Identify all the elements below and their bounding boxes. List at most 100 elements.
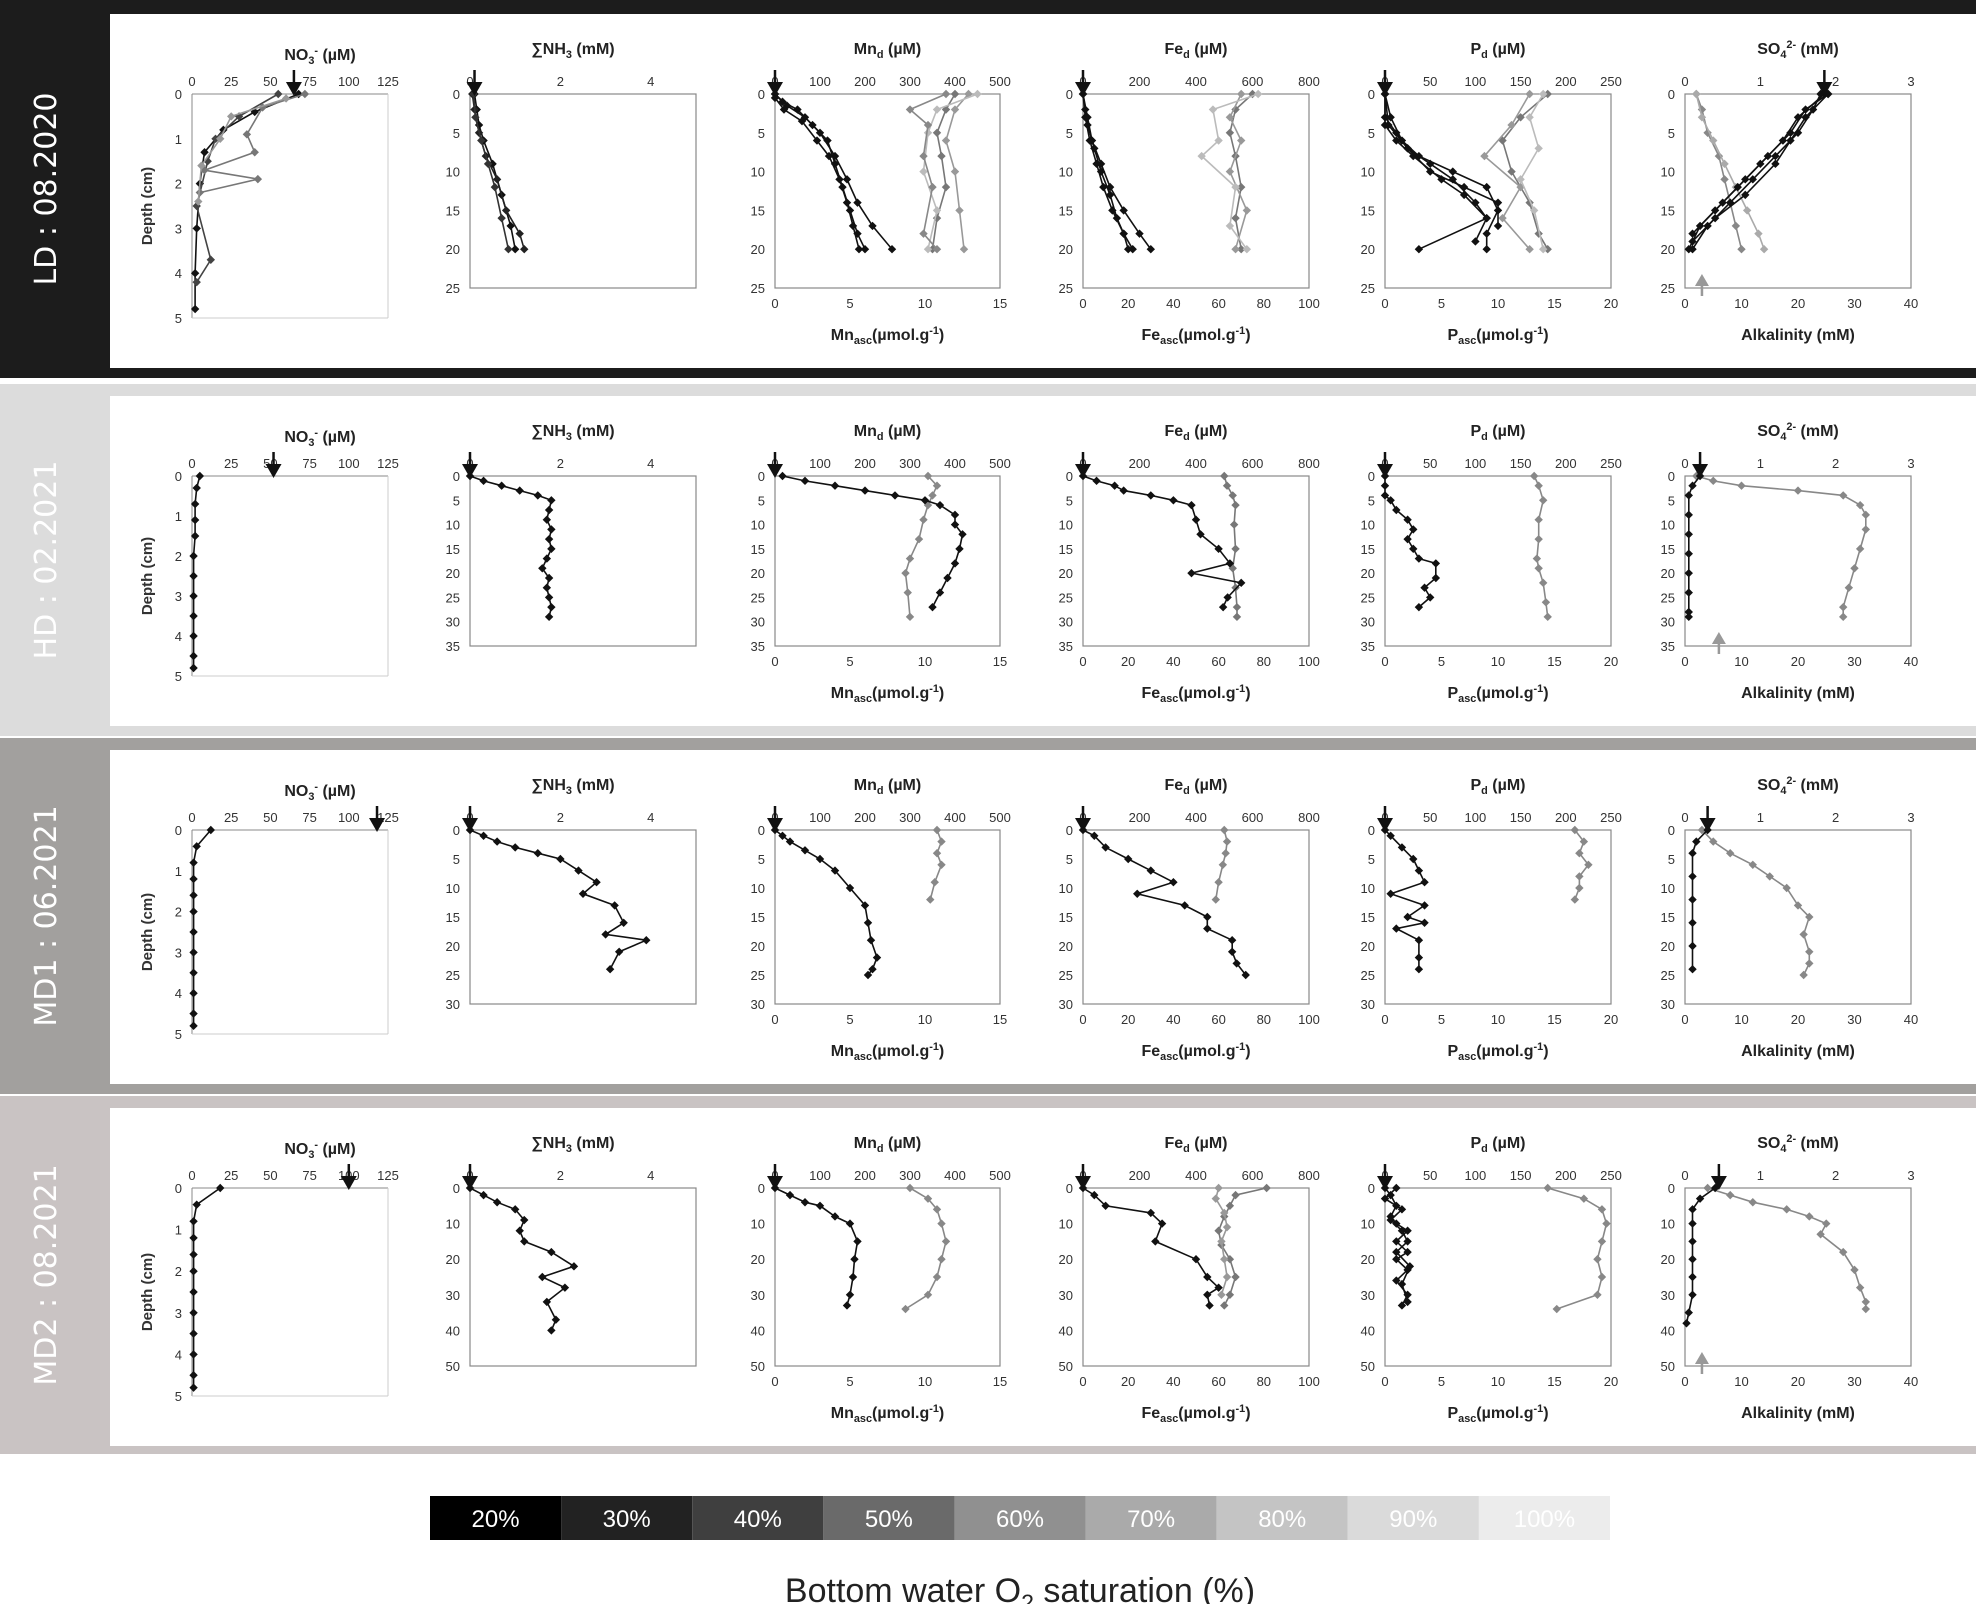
p-xtick-top: 200 <box>1555 810 1577 825</box>
fe-xtick-top: 800 <box>1298 456 1320 471</box>
no3-series-point <box>189 1329 198 1338</box>
fe-series-gray-point <box>1242 245 1252 254</box>
ytick-label: 3 <box>175 1306 182 1321</box>
no3-series-point <box>189 1308 198 1317</box>
bottom-water-arrow <box>1075 818 1091 832</box>
chart-no3: NO3​-​ (µM) 0 25 50 75 100 125 0 1 2 3 4 5 Depth (cm) <box>139 45 399 326</box>
chart-fe: Fed​ (µM)0510152025020040060080002040608… <box>1059 41 1320 347</box>
ytick-label: 0 <box>175 87 182 102</box>
rows.2.nh3-ytick-label: 10 <box>446 881 460 896</box>
chart-so4: SO4​2-​ (mM)010203040500123010203040Alka… <box>1661 1133 1919 1422</box>
fe-xtick-bottom: 60 <box>1211 1374 1225 1389</box>
so4-xtick-bottom: 20 <box>1791 1374 1805 1389</box>
chart-bottom-title: Pasc​(µmol.g-1​) <box>1447 1403 1548 1425</box>
so4-series-gray-point <box>1709 476 1718 486</box>
rows.1.fe-ytick-label: 15 <box>1059 542 1073 557</box>
mn-xtick-bottom: 10 <box>918 1374 932 1389</box>
mn-xtick-top: 500 <box>989 810 1011 825</box>
so4-series-gray-point <box>1765 872 1774 881</box>
nh3-series-point <box>544 505 554 515</box>
no3-series-point <box>189 891 198 900</box>
chart-fe: Fed​ (µM)0510152025300200400600800020406… <box>1059 777 1320 1063</box>
mn-series-black-point <box>845 1290 855 1299</box>
no3-xtick-top: 75 <box>302 1168 316 1183</box>
rows.1.fe-plot-area <box>1082 475 1310 647</box>
mn-series-black-point <box>935 500 945 510</box>
so4-series-gray-line <box>1695 93 1765 250</box>
so4-xtick-bottom: 30 <box>1847 654 1861 669</box>
rows.3.mn-ytick-label: 40 <box>751 1323 765 1338</box>
mn-xtick-top: 100 <box>809 456 831 471</box>
legend-swatch <box>692 1496 824 1540</box>
nh3-xtick-top: 0 <box>466 74 473 89</box>
fe-series-gray-point <box>1220 1255 1229 1264</box>
fe-series-black-point <box>1203 1272 1212 1282</box>
p-series-gray-point <box>1507 167 1516 176</box>
rows.0.so4-ytick-label: 15 <box>1661 203 1675 218</box>
chart-title: SO4​2-​ (mM) <box>1757 421 1839 443</box>
mn-series-black-point <box>854 245 864 254</box>
fe-series-gray-point <box>1220 825 1229 835</box>
mn-series-black-point <box>890 491 900 500</box>
legend-label: 20% <box>472 1506 520 1533</box>
so4-xtick-top: 2 <box>1832 810 1839 825</box>
legend-title: Bottom water O2​ saturation (%) <box>785 1572 1255 1604</box>
so4-series-black-point <box>1688 895 1697 904</box>
rows.3.mn-ytick-label: 50 <box>751 1359 765 1374</box>
rows.1.so4-plot-area <box>1684 475 1912 647</box>
p-series-black-point <box>1386 889 1395 898</box>
so4-series-black-point <box>1684 588 1693 597</box>
rows.0.nh3-ytick-label: 15 <box>446 203 460 218</box>
row-label: LD : 08.2020 <box>29 92 64 285</box>
so4-xtick-top: 2 <box>1832 74 1839 89</box>
chart-nh3: ∑NH3​ (mM)01020304050024 <box>446 1135 697 1374</box>
no3-xtick-top: 0 <box>188 74 195 89</box>
rows.0.p-ytick-label: 20 <box>1361 242 1375 257</box>
fe-series-black-point <box>1119 229 1128 238</box>
p-xtick-bottom: 20 <box>1604 654 1618 669</box>
ytick-label: 3 <box>175 221 182 236</box>
legend-swatch <box>430 1496 562 1540</box>
p-xtick-bottom: 10 <box>1491 654 1505 669</box>
so4-xtick-bottom: 40 <box>1904 1012 1918 1027</box>
no3-series-point <box>189 968 198 977</box>
mn-series-black-point <box>943 573 952 583</box>
chart-title: Mnd​ (µM) <box>854 423 921 443</box>
so4-series-gray-point <box>1692 89 1701 99</box>
nh3-series-point <box>547 496 556 505</box>
fe-series-gray-point <box>1214 136 1223 145</box>
chart-title: SO4​2-​ (mM) <box>1757 775 1839 797</box>
rows.1.fe-ytick-label: 0 <box>1066 469 1073 484</box>
mn-series-gray-point <box>959 245 969 254</box>
rows.0.fe-ytick-label: 10 <box>1059 165 1073 180</box>
no3-xtick-top: 100 <box>338 456 360 471</box>
rows.1.p-ytick-label: 15 <box>1361 542 1375 557</box>
p-series-gray-point <box>1570 825 1580 835</box>
row-panel <box>110 14 1976 368</box>
nh3-xtick-top: 2 <box>557 810 564 825</box>
chart-title: Pd​ (µM) <box>1471 1135 1526 1155</box>
p-series-gray-point <box>1534 515 1543 524</box>
fe-series-gray-point <box>1222 481 1232 490</box>
rows.1.nh3-ytick-label: 35 <box>446 639 460 654</box>
mn-series-gray-point <box>930 878 939 887</box>
chart-title: ∑NH3​ (mM) <box>531 423 614 443</box>
chart-so4: SO4​2-​ (mM)0510152025300123010203040Alk… <box>1661 775 1919 1060</box>
p-xtick-top: 250 <box>1600 456 1622 471</box>
chart-bottom-title: Mnasc​(µmol.g-1​) <box>831 325 944 347</box>
rows.2.p-ytick-label: 0 <box>1368 823 1375 838</box>
fe-xtick-top: 200 <box>1129 74 1151 89</box>
fe-series-gray-point <box>1231 105 1240 114</box>
ytick-label: 3 <box>175 945 182 960</box>
rows.3.so4-ytick-label: 30 <box>1661 1288 1675 1303</box>
rows.1.so4-ytick-label: 5 <box>1668 493 1675 508</box>
so4-series-gray-point <box>1805 1212 1814 1221</box>
so4-xtick-top: 1 <box>1757 1168 1764 1183</box>
rows.3.mn-ytick-label: 0 <box>758 1181 765 1196</box>
rows.0.nh3-ytick-label: 10 <box>446 165 460 180</box>
p-xtick-bottom: 0 <box>1381 296 1388 311</box>
legend-label: 100% <box>1514 1506 1575 1533</box>
so4-series-black-point <box>1682 1319 1691 1328</box>
chart-title: Pd​ (µM) <box>1471 423 1526 443</box>
so4-xtick-top: 0 <box>1681 810 1688 825</box>
